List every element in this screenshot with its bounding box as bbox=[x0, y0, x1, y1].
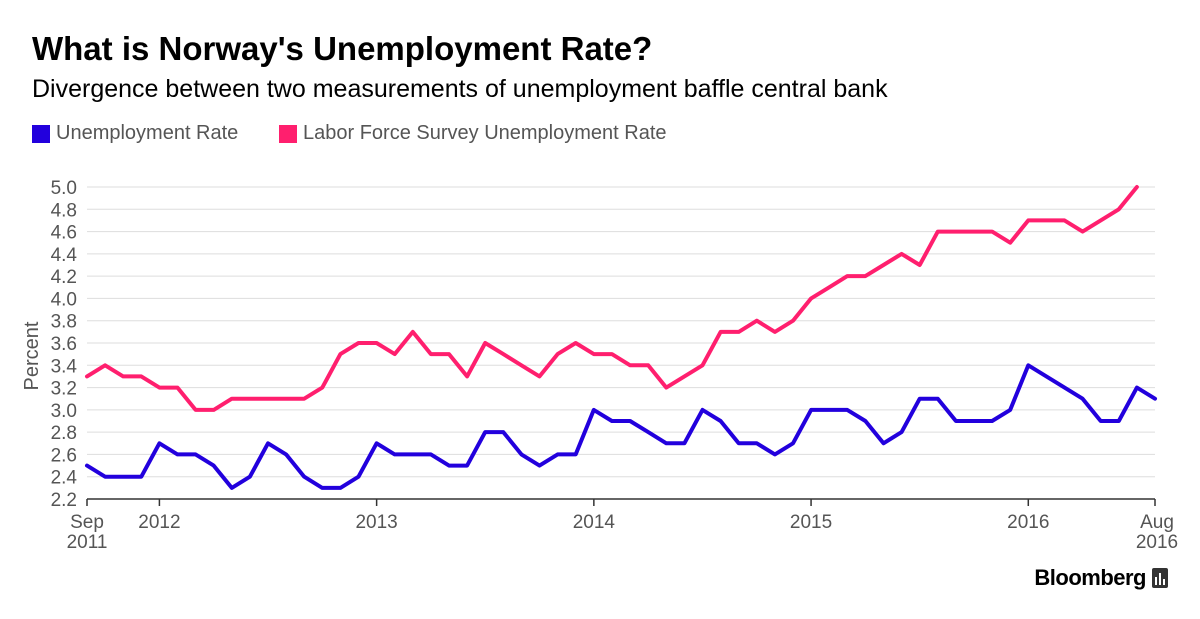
chart-title: What is Norway's Unemployment Rate? bbox=[32, 30, 653, 67]
legend-item-unemployment-rate: Unemployment Rate bbox=[32, 122, 238, 145]
y-tick-label: 2.6 bbox=[51, 445, 77, 466]
y-axis-label: Percent bbox=[21, 321, 43, 390]
y-tick-label: 3.4 bbox=[51, 356, 78, 377]
series-line-lfs-unemployment-rate bbox=[85, 185, 1139, 412]
y-tick-label: 4.4 bbox=[51, 245, 78, 266]
bloomberg-logo: Bloomberg bbox=[1034, 565, 1168, 591]
x-tick-label: Sep bbox=[70, 512, 104, 533]
y-tick-label: 4.2 bbox=[51, 267, 77, 288]
y-tick-label: 2.8 bbox=[51, 423, 77, 444]
y-tick-label: 3.0 bbox=[51, 401, 77, 422]
chart-subtitle: Divergence between two measurements of u… bbox=[32, 75, 888, 103]
series-line-unemployment-rate bbox=[85, 363, 1157, 490]
legend-swatch-lfs-unemployment-rate bbox=[279, 124, 297, 143]
brand-name: Bloomberg bbox=[1034, 565, 1146, 590]
y-tick-label: 4.0 bbox=[51, 289, 77, 310]
y-tick-label: 4.8 bbox=[51, 200, 77, 221]
series-lines bbox=[85, 185, 1157, 490]
x-tick-label: 2016 bbox=[1007, 512, 1049, 533]
y-tick-label: 4.6 bbox=[51, 223, 77, 244]
y-tick-label: 3.2 bbox=[51, 379, 77, 400]
x-tick-label: 2013 bbox=[355, 512, 397, 533]
x-tick-label-year: 2011 bbox=[67, 532, 108, 553]
x-tick-label: Aug bbox=[1140, 512, 1174, 533]
x-tick-label: 2014 bbox=[573, 512, 616, 533]
y-tick-label: 2.2 bbox=[51, 490, 77, 511]
y-tick-label: 2.4 bbox=[51, 468, 78, 489]
legend-swatch-unemployment-rate bbox=[32, 124, 50, 143]
y-tick-labels: 2.22.42.62.83.03.23.43.63.84.04.24.44.64… bbox=[51, 178, 78, 511]
legend-label-unemployment-rate: Unemployment Rate bbox=[56, 122, 239, 144]
y-tick-label: 3.8 bbox=[51, 312, 77, 333]
x-tick-label-year: 2016 bbox=[1136, 532, 1178, 553]
y-tick-label: 3.6 bbox=[51, 334, 77, 355]
y-tick-label: 5.0 bbox=[51, 178, 77, 199]
bloomberg-terminal-icon bbox=[1152, 568, 1168, 588]
legend-item-lfs-unemployment-rate: Labor Force Survey Unemployment Rate bbox=[279, 122, 667, 145]
x-tick-label: 2012 bbox=[138, 512, 180, 533]
legend-label-lfs-unemployment-rate: Labor Force Survey Unemployment Rate bbox=[303, 122, 667, 144]
x-tick-label: 2015 bbox=[790, 512, 832, 533]
